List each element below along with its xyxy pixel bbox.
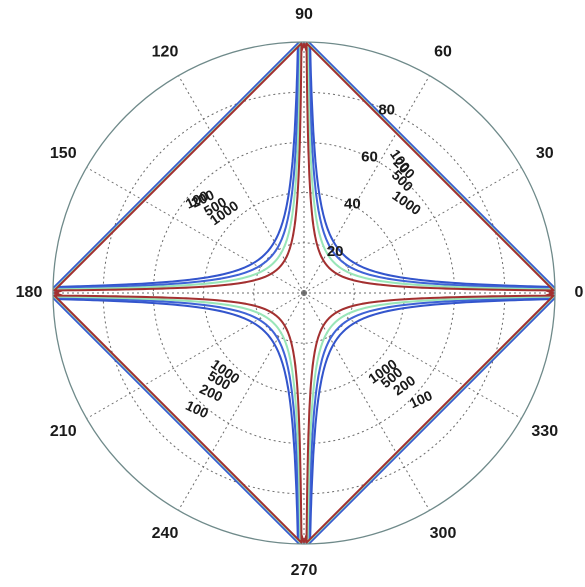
contour-label-100: 100 — [183, 397, 211, 421]
radius-tick-20: 20 — [327, 243, 344, 260]
angle-tick-330: 330 — [531, 423, 558, 440]
angle-tick-120: 120 — [152, 43, 179, 60]
axis-labels: 0 30 60 90 120 150 180 210 240 270 300 330 20 40 60 80 — [16, 6, 584, 579]
contour-500-q2 — [53, 42, 305, 294]
angle-tick-30: 30 — [536, 145, 554, 162]
grid-spoke-300 — [303, 292, 430, 511]
contour-labels: 1002005001000100200500100010005002001001… — [183, 146, 435, 421]
polar-grid — [53, 42, 555, 544]
contour-1000-q3 — [53, 292, 305, 544]
contour-label-100: 100 — [407, 387, 435, 411]
angle-tick-180: 180 — [16, 284, 43, 301]
contour-lines — [53, 42, 555, 544]
contour-100-q3 — [53, 292, 305, 544]
radius-tick-60: 60 — [361, 148, 378, 165]
radius-tick-80: 80 — [378, 101, 395, 118]
contour-200-q2 — [53, 42, 305, 294]
angle-tick-270: 270 — [291, 562, 318, 579]
angle-tick-0: 0 — [575, 284, 584, 301]
grid-spoke-210 — [86, 292, 305, 419]
contour-200-q3 — [53, 292, 305, 544]
grid-spoke-120 — [178, 75, 305, 294]
contour-500-q3 — [53, 292, 305, 544]
contour-label-1000: 1000 — [389, 187, 424, 218]
angle-tick-60: 60 — [434, 43, 452, 60]
contour-100-q2 — [53, 42, 305, 294]
outer-frame-circle — [52, 41, 556, 545]
origin-marker — [301, 290, 307, 296]
contour-1000-q1 — [303, 42, 555, 294]
grid-spoke-150 — [86, 167, 305, 294]
angle-tick-90: 90 — [295, 6, 313, 23]
contour-500-q4 — [303, 292, 555, 544]
contour-1000-q2 — [53, 42, 305, 294]
radius-tick-40: 40 — [344, 196, 361, 213]
angle-tick-150: 150 — [50, 145, 77, 162]
contour-1000-q4 — [303, 292, 555, 544]
contour-200-q4 — [303, 292, 555, 544]
grid-spoke-240 — [178, 292, 305, 511]
grid-spoke-60 — [303, 75, 430, 294]
angle-tick-210: 210 — [50, 423, 77, 440]
grid-spoke-330 — [303, 292, 522, 419]
angle-tick-240: 240 — [152, 525, 179, 542]
contour-100-q4 — [303, 292, 555, 544]
grid-spoke-30 — [303, 167, 522, 294]
angle-tick-300: 300 — [430, 525, 457, 542]
